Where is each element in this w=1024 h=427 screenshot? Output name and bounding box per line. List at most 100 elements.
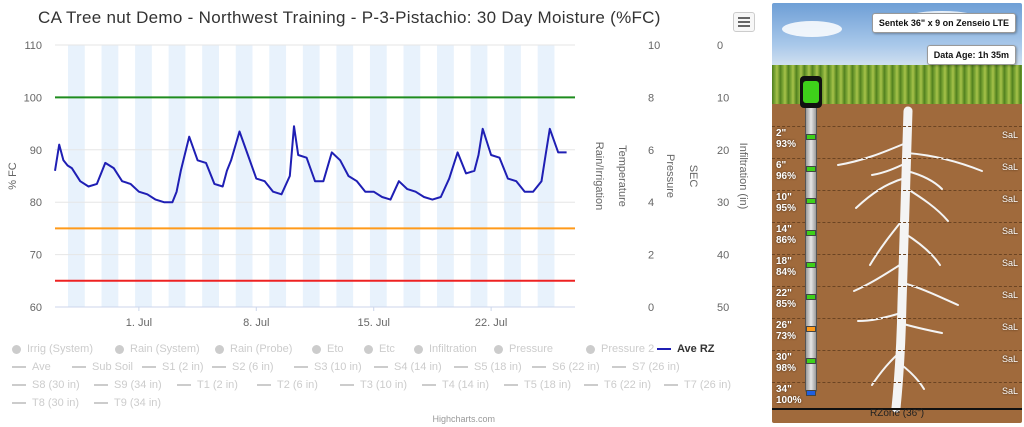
legend-item[interactable]: Etc (364, 343, 395, 355)
legend-line-icon (374, 366, 388, 368)
day-band (269, 45, 287, 307)
sensor-marker[interactable] (806, 198, 816, 204)
legend-line-icon (257, 384, 271, 386)
day-band (302, 45, 320, 307)
pressure-axis-title: Pressure (664, 154, 676, 198)
soil-type-label: SaL (1001, 386, 1018, 396)
legend-item[interactable]: Ave RZ (657, 343, 715, 355)
day-band (101, 45, 119, 307)
depth-text: 6" (776, 160, 787, 171)
chart-menu-button[interactable] (733, 12, 755, 32)
legend-label: Ave (32, 361, 51, 373)
legend-line-icon (584, 384, 598, 386)
x-tick-label: 22. Jul (475, 317, 507, 329)
legend-item[interactable]: S5 (18 in) (454, 361, 522, 373)
legend-dot-icon (215, 344, 224, 354)
lateral-root (869, 217, 905, 266)
infiltration-tick-label: 50 (717, 302, 729, 314)
legend-line-icon (94, 384, 108, 386)
legend-item[interactable]: T6 (22 in) (584, 379, 651, 391)
depth-divider (772, 190, 1022, 191)
moisture-value: 98% (776, 363, 797, 374)
sensor-marker[interactable] (806, 326, 816, 332)
legend-label: T2 (6 in) (277, 379, 318, 391)
infiltration-tick-label: 20 (717, 145, 729, 157)
legend-item[interactable]: S3 (10 in) (294, 361, 362, 373)
legend-item[interactable]: Ave (12, 361, 51, 373)
depth-divider (772, 318, 1022, 319)
sensor-marker[interactable] (806, 230, 816, 236)
legend-item[interactable]: Irrig (System) (12, 343, 93, 355)
legend-item[interactable]: T7 (26 in) (664, 379, 731, 391)
status-led-icon (803, 81, 819, 103)
sec-axis-title: SEC (687, 165, 699, 188)
legend-item[interactable]: T8 (30 in) (12, 397, 79, 409)
y-axis-title: % FC (7, 162, 19, 190)
day-band (235, 45, 253, 307)
legend-line-icon (12, 366, 26, 368)
legend-item[interactable]: T3 (10 in) (340, 379, 407, 391)
legend-item[interactable]: Pressure (494, 343, 553, 355)
sensor-marker[interactable] (806, 390, 816, 396)
legend-item[interactable]: Pressure 2 (586, 343, 654, 355)
legend-label: T1 (2 in) (197, 379, 238, 391)
legend-item[interactable]: T4 (14 in) (422, 379, 489, 391)
rain-tick-label: 0 (648, 302, 654, 314)
sensor-depth-label: 22" 85% (776, 288, 796, 310)
y-tick-label: 70 (30, 250, 42, 262)
depth-text: 10" (776, 192, 792, 203)
legend-item[interactable]: T9 (34 in) (94, 397, 161, 409)
legend-label: S3 (10 in) (314, 361, 362, 373)
rain-tick-label: 4 (648, 197, 654, 209)
legend-label: Pressure (509, 343, 554, 355)
sensor-marker[interactable] (806, 166, 816, 172)
soil-type-label: SaL (1001, 322, 1018, 332)
x-tick-label: 8. Jul (243, 317, 269, 329)
legend-line-icon (532, 366, 546, 368)
legend-item[interactable]: T5 (18 in) (504, 379, 571, 391)
sensor-marker[interactable] (806, 262, 816, 268)
legend-item[interactable]: Eto (312, 343, 344, 355)
lateral-root (899, 322, 943, 334)
sensor-marker[interactable] (806, 134, 816, 140)
legend-item[interactable]: S8 (30 in) (12, 379, 80, 391)
legend-item[interactable]: S7 (26 in) (612, 361, 680, 373)
depth-divider (772, 286, 1022, 287)
soil-type-label: SaL (1001, 130, 1018, 140)
legend-item[interactable]: S6 (22 in) (532, 361, 600, 373)
lateral-root (906, 152, 983, 172)
day-band (504, 45, 521, 307)
rzone-label: RZone (36") (870, 408, 925, 419)
legend-line-icon (340, 384, 354, 386)
legend-item[interactable]: Sub Soil (72, 361, 133, 373)
probe-tube (805, 87, 817, 393)
legend-item[interactable]: S9 (34 in) (94, 379, 162, 391)
depth-divider (772, 382, 1022, 383)
rain-axis-title: Rain/Irrigation (593, 142, 605, 210)
legend-item[interactable]: S1 (2 in) (142, 361, 204, 373)
legend-line-icon (212, 366, 226, 368)
legend-dot-icon (364, 344, 373, 354)
probe-panel: 2" 93% SaL 6" 96% SaL 10" 95% SaL 14" 86% SaL 18" 84%… (772, 3, 1022, 423)
legend-line-icon (612, 366, 626, 368)
legend-item[interactable]: S2 (6 in) (212, 361, 274, 373)
legend-item[interactable]: Rain (System) (115, 343, 200, 355)
y-tick-label: 60 (30, 302, 42, 314)
highcharts-credits[interactable]: Highcharts.com (432, 414, 495, 424)
infiltration-tick-label: 30 (717, 197, 729, 209)
legend-line-icon (12, 402, 26, 404)
sensor-marker[interactable] (806, 294, 816, 300)
depth-text: 2" (776, 128, 787, 139)
sensor-marker[interactable] (806, 358, 816, 364)
legend-item[interactable]: S4 (14 in) (374, 361, 442, 373)
y-tick-label: 80 (30, 197, 42, 209)
legend-item[interactable]: Rain (Probe) (215, 343, 292, 355)
day-band (537, 45, 555, 307)
depth-text: 14" (776, 224, 792, 235)
legend-item[interactable]: Infiltration (414, 343, 477, 355)
legend-item[interactable]: T1 (2 in) (177, 379, 238, 391)
depth-divider (772, 222, 1022, 223)
legend-item[interactable]: T2 (6 in) (257, 379, 318, 391)
lateral-root (905, 187, 949, 222)
